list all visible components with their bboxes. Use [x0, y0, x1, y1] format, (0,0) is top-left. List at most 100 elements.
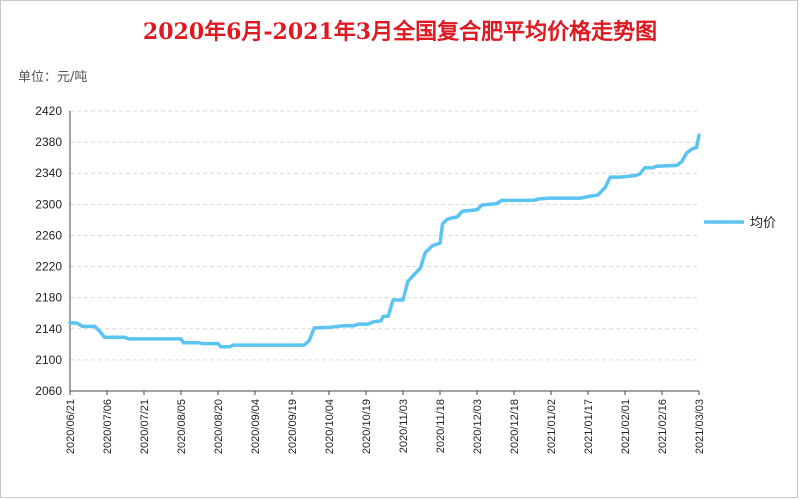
x-tick-label: 2020/06/21	[65, 399, 77, 454]
legend-label: 均价	[750, 216, 776, 231]
y-axis-ticks: 2060 2100 2140 2180 2220 2260 2300 2340 2380 2420	[35, 104, 62, 398]
y-tick-label: 2260	[35, 228, 62, 242]
x-tick-label: 2021/01/17	[583, 399, 595, 454]
x-tick-label: 2020/10/04	[324, 399, 336, 454]
data-point	[604, 186, 607, 189]
data-point	[441, 222, 444, 225]
data-point	[330, 326, 333, 329]
data-point	[303, 344, 306, 346]
data-point	[439, 242, 441, 245]
data-point	[481, 204, 483, 206]
data-point	[103, 336, 106, 339]
data-point	[680, 160, 683, 163]
x-axis-ticks: 2020/06/21 2020/07/06 2020/07/21 2020/08/05…	[65, 391, 706, 454]
y-tick-label: 2180	[35, 291, 62, 305]
data-point	[387, 315, 390, 318]
y-tick-label: 2060	[35, 384, 62, 398]
data-point	[219, 345, 222, 348]
data-point	[217, 342, 219, 345]
data-point	[695, 146, 698, 149]
y-tick-label: 2380	[35, 135, 62, 149]
data-point	[352, 324, 355, 327]
data-point	[424, 251, 427, 254]
data-point	[643, 166, 646, 169]
data-point	[357, 323, 360, 325]
y-tick-label: 2220	[35, 260, 62, 274]
data-point	[128, 338, 130, 340]
data-point	[690, 148, 693, 150]
data-point	[500, 199, 503, 202]
data-point	[367, 323, 370, 325]
data-point	[685, 152, 688, 154]
x-tick-label: 2020/07/21	[139, 399, 151, 454]
axes	[69, 111, 699, 392]
legend: 均价	[704, 216, 776, 231]
data-point	[392, 299, 394, 301]
data-point	[537, 198, 540, 200]
data-point	[495, 202, 498, 205]
data-point	[402, 299, 404, 301]
data-point	[382, 315, 385, 318]
x-tick-label: 2021/03/03	[694, 399, 706, 454]
data-point	[76, 322, 79, 325]
x-tick-label: 2021/02/16	[657, 399, 669, 454]
data-point	[456, 215, 459, 218]
data-point	[532, 199, 535, 202]
x-tick-label: 2020/11/18	[435, 399, 447, 453]
x-tick-label: 2020/11/03	[398, 399, 410, 453]
x-tick-label: 2021/02/01	[620, 399, 632, 454]
x-tick-label: 2020/12/18	[509, 399, 521, 454]
x-tick-label: 2020/10/19	[361, 399, 373, 454]
data-point	[202, 342, 204, 345]
series-line	[68, 133, 701, 349]
unit-label: 单位：元/吨	[18, 70, 88, 85]
data-point	[407, 280, 409, 283]
x-tick-label: 2020/09/19	[287, 399, 299, 454]
data-point	[81, 325, 84, 328]
chart-title: 2020年6月-2021年3月全国复合肥平均价格走势图	[142, 19, 658, 45]
data-point	[656, 165, 658, 168]
data-point	[461, 210, 464, 213]
data-point	[634, 174, 636, 177]
x-tick-label: 2020/08/20	[213, 399, 225, 454]
y-tick-label: 2140	[35, 322, 62, 336]
data-point	[446, 218, 449, 220]
y-tick-label: 2300	[35, 197, 62, 211]
data-point	[431, 244, 434, 247]
y-tick-label: 2100	[35, 353, 62, 367]
data-point	[197, 341, 200, 344]
data-point	[372, 320, 375, 323]
data-point	[229, 345, 232, 348]
data-point	[609, 176, 611, 178]
data-point	[651, 166, 653, 169]
x-tick-label: 2020/07/06	[102, 399, 114, 454]
x-tick-label: 2020/08/05	[176, 399, 188, 454]
data-point	[123, 336, 126, 339]
data-point	[550, 197, 552, 199]
x-tick-label: 2021/01/02	[546, 399, 558, 454]
data-point	[698, 134, 700, 136]
x-tick-label: 2020/12/03	[472, 399, 484, 454]
grid-lines	[70, 110, 699, 361]
x-tick-label: 2020/09/04	[250, 399, 262, 454]
data-point	[93, 325, 96, 328]
data-point	[180, 338, 182, 340]
y-tick-label: 2420	[35, 104, 62, 118]
data-point	[343, 324, 345, 327]
data-point	[419, 267, 422, 269]
data-point	[98, 330, 101, 332]
data-point	[587, 195, 589, 198]
data-point	[380, 320, 382, 322]
data-point	[412, 275, 414, 277]
data-point	[476, 208, 478, 211]
data-point	[313, 327, 316, 329]
y-tick-label: 2340	[35, 166, 62, 180]
data-point	[639, 173, 641, 175]
data-point	[676, 164, 678, 167]
data-point	[597, 194, 599, 196]
series-group	[68, 133, 701, 349]
data-point	[69, 321, 71, 324]
data-point	[232, 344, 234, 346]
